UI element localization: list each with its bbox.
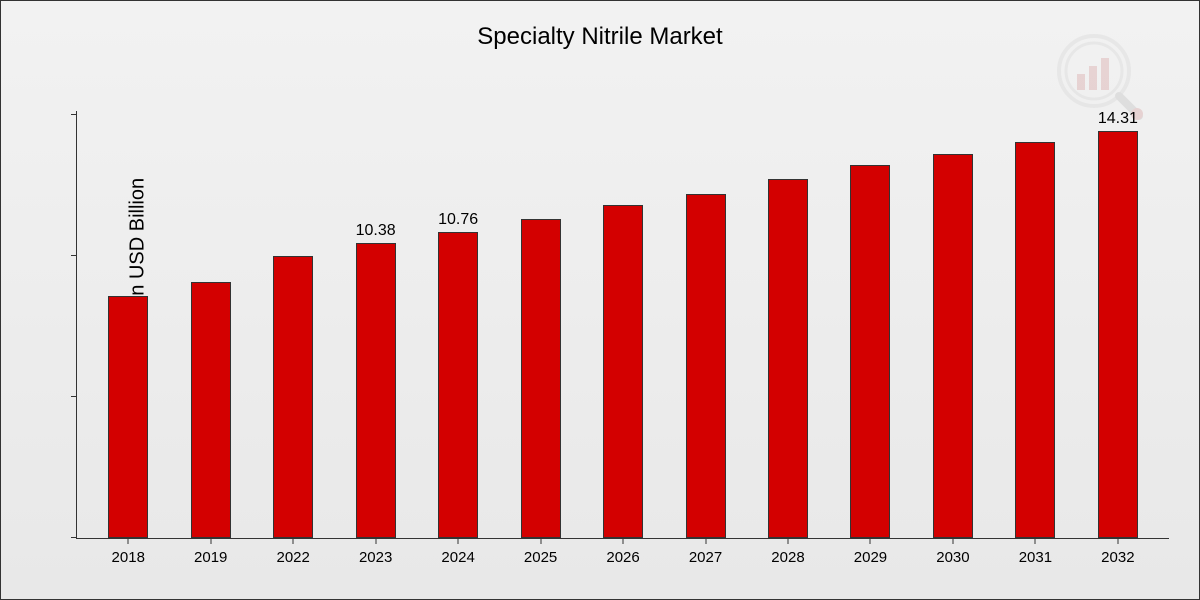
plot-area: 20182019202210.38202310.7620242025202620…: [76, 111, 1169, 539]
x-tick-label-2030: 2030: [936, 549, 969, 566]
x-tick-mark: [705, 538, 706, 544]
bar-2019: [191, 282, 231, 538]
x-tick-label-2029: 2029: [854, 549, 887, 566]
bar-group-2025: 2025: [499, 111, 581, 538]
x-tick-mark: [623, 538, 624, 544]
bar-group-2031: 2031: [994, 111, 1076, 538]
bar-2022: [273, 256, 313, 538]
chart-title: Specialty Nitrile Market: [477, 23, 722, 51]
x-tick-mark: [210, 538, 211, 544]
bar-2028: [768, 179, 808, 538]
bar-2029: [850, 165, 890, 538]
x-tick-label-2031: 2031: [1019, 549, 1052, 566]
bar-group-2027: 2027: [664, 111, 746, 538]
x-tick-label-2028: 2028: [771, 549, 804, 566]
bar-2027: [686, 194, 726, 538]
bar-2030: [933, 154, 973, 538]
x-tick-mark: [375, 538, 376, 544]
x-tick-mark: [293, 538, 294, 544]
bar-group-2030: 2030: [912, 111, 994, 538]
bar-2024: 10.76: [438, 232, 478, 538]
x-tick-label-2027: 2027: [689, 549, 722, 566]
bar-value-label-2024: 10.76: [438, 211, 478, 229]
x-tick-label-2024: 2024: [441, 549, 474, 566]
x-tick-label-2026: 2026: [606, 549, 639, 566]
bar-group-2026: 2026: [582, 111, 664, 538]
bar-group-2029: 2029: [829, 111, 911, 538]
x-tick-label-2023: 2023: [359, 549, 392, 566]
bar-group-2018: 2018: [87, 111, 169, 538]
bars-wrapper: 20182019202210.38202310.7620242025202620…: [77, 111, 1169, 538]
bar-2026: [603, 205, 643, 538]
x-tick-label-2022: 2022: [276, 549, 309, 566]
x-tick-mark: [1117, 538, 1118, 544]
x-tick-label-2025: 2025: [524, 549, 557, 566]
bar-group-2023: 10.382023: [334, 111, 416, 538]
bar-2023: 10.38: [356, 243, 396, 538]
bar-value-label-2032: 14.31: [1098, 110, 1138, 128]
bar-2025: [521, 219, 561, 538]
x-tick-label-2032: 2032: [1101, 549, 1134, 566]
x-tick-label-2019: 2019: [194, 549, 227, 566]
x-tick-mark: [540, 538, 541, 544]
x-tick-label-2018: 2018: [112, 549, 145, 566]
bar-group-2028: 2028: [747, 111, 829, 538]
bar-value-label-2023: 10.38: [356, 222, 396, 240]
bar-2031: [1015, 142, 1055, 538]
bar-group-2022: 2022: [252, 111, 334, 538]
x-tick-mark: [787, 538, 788, 544]
bar-group-2032: 14.312032: [1077, 111, 1159, 538]
bar-group-2019: 2019: [169, 111, 251, 538]
chart-container: Specialty Nitrile Market Market Value in…: [0, 0, 1200, 600]
bar-2032: 14.31: [1098, 131, 1138, 538]
bar-group-2024: 10.762024: [417, 111, 499, 538]
x-tick-mark: [128, 538, 129, 544]
x-tick-mark: [458, 538, 459, 544]
x-tick-mark: [1035, 538, 1036, 544]
x-tick-mark: [870, 538, 871, 544]
bar-2018: [108, 296, 148, 538]
x-tick-mark: [952, 538, 953, 544]
